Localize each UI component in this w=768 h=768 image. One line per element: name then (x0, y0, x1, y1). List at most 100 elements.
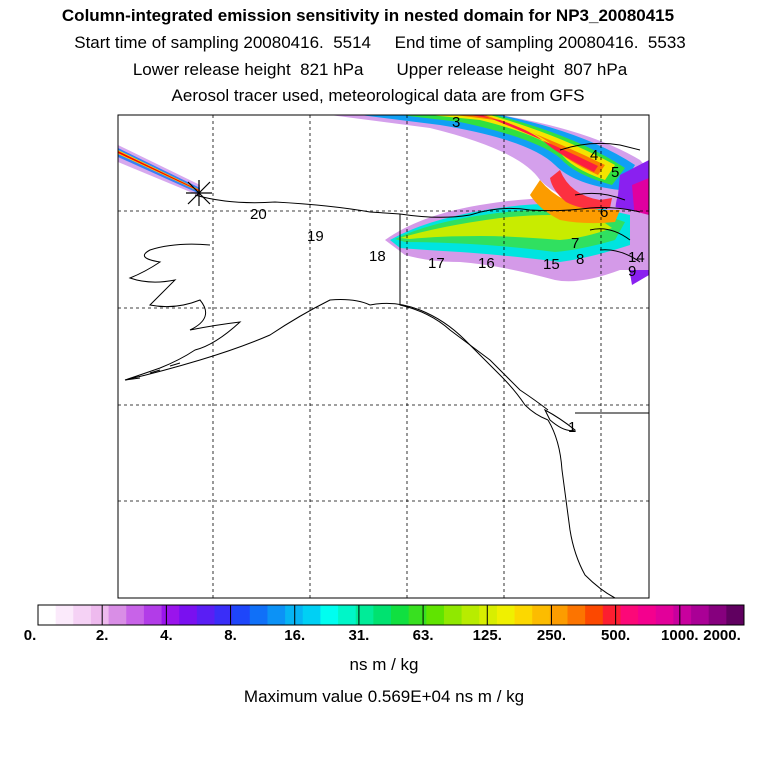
start-time-value: 20080416. 5514 (243, 33, 372, 52)
lower-height-value: 821 hPa (300, 60, 364, 79)
hour-label: 17 (428, 255, 445, 272)
color-scale-swatch (267, 605, 286, 625)
plume-band-orange (530, 180, 620, 224)
alaska-west-coast (124, 243, 371, 381)
bc-coast (547, 419, 616, 598)
release-point-star (186, 180, 212, 206)
color-scale-swatch (196, 605, 215, 625)
color-scale-swatch (549, 605, 568, 625)
vancouver-island (543, 408, 577, 431)
color-scale-tick-label: 63. (412, 627, 434, 644)
hour-label: 4 (590, 147, 598, 164)
color-scale-swatch (373, 605, 392, 625)
color-scale-swatch (355, 605, 374, 625)
upper-height-label: Upper release height (396, 60, 555, 79)
maximum-value-label: Maximum value (243, 687, 363, 706)
aleutian-chain (124, 362, 181, 381)
plume-arc-red (470, 115, 598, 172)
color-scale-tick-label: 500. (601, 627, 631, 644)
alaska-north-coast (194, 194, 471, 218)
hour-label: 7 (571, 235, 579, 252)
plume-nw-strip-red (118, 151, 200, 192)
hour-label: 16 (478, 255, 495, 272)
color-scale-swatch (408, 605, 427, 625)
hour-label: 6 (600, 204, 608, 221)
color-scale-swatch (302, 605, 321, 625)
map-title: Column-integrated emission sensitivity i… (61, 6, 675, 25)
color-scale-swatch (108, 605, 127, 625)
hour-label: 3 (452, 114, 460, 131)
color-scale-swatch (214, 605, 233, 625)
color-scale-swatch (620, 605, 639, 625)
hour-label: 1 (568, 419, 576, 436)
hour-label: 9 (628, 263, 636, 280)
color-scale-tick-label: 2000. (703, 627, 741, 644)
political-borders (399, 214, 649, 414)
color-scale-tick-label: 2. (95, 627, 109, 644)
color-scale-swatch (655, 605, 674, 625)
color-scale-swatch (179, 605, 198, 625)
canada-arctic-coast (469, 207, 641, 216)
color-scale-swatch (161, 605, 180, 625)
hour-label: 15 (543, 256, 560, 273)
color-scale-swatch (232, 605, 251, 625)
end-time-label: End time of sampling (394, 33, 554, 52)
color-scale-swatch (585, 605, 604, 625)
color-scale-swatch (532, 605, 551, 625)
end-time-value: 20080416. 5533 (558, 33, 686, 52)
color-scale-swatch (638, 605, 657, 625)
color-scale-swatch (391, 605, 410, 625)
color-scale-swatch (285, 605, 304, 625)
sampling-times: Start time of sampling 20080416. 5514 En… (0, 33, 764, 53)
color-scale-swatch (143, 605, 162, 625)
coastlines (124, 142, 641, 598)
arctic-islands (559, 142, 641, 263)
color-scale-swatch (426, 605, 445, 625)
maximum-value: Maximum value 0.569E+04 ns m / kg (0, 687, 768, 707)
color-scale-swatch (602, 605, 621, 625)
color-scale-swatch (726, 605, 745, 625)
color-scale-tick-label: 8. (224, 627, 237, 644)
color-scale-tick-label: 250. (536, 627, 567, 644)
color-scale-swatch (249, 605, 268, 625)
color-scale-swatch (55, 605, 74, 625)
color-scale-tick-label: 1000. (661, 627, 699, 644)
alaska-south-coast (369, 302, 549, 421)
color-scale-swatch (38, 605, 57, 625)
hour-label: 19 (307, 228, 324, 245)
graticule (118, 115, 649, 598)
lower-height-label: Lower release height (132, 60, 291, 79)
color-scale-swatch (567, 605, 586, 625)
hour-label: 14 (628, 249, 645, 266)
hour-label: 18 (369, 248, 386, 265)
map-frame (117, 114, 650, 599)
color-scale-swatch (90, 605, 109, 625)
hour-label: 5 (611, 164, 619, 181)
start-time-label: Start time of sampling (74, 33, 239, 52)
hour-label: 20 (250, 206, 267, 223)
color-scale-swatch (461, 605, 480, 625)
color-scale-swatch (338, 605, 357, 625)
plume-arc-blue (360, 115, 635, 190)
tracer-note: Aerosol tracer used, meteorological data… (171, 86, 585, 105)
hour-label: 8 (576, 251, 584, 268)
release-heights: Lower release height 821 hPa Upper relea… (0, 60, 764, 80)
color-scale-swatch (496, 605, 515, 625)
color-scale-swatch (708, 605, 727, 625)
color-scale-frame (37, 604, 745, 626)
trajectory-hour-labels: 1 3 4 5 6 7 8 9 14 15 16 17 18 19 20 (250, 114, 645, 436)
color-scale-tick-label: 125. (472, 627, 502, 644)
color-scale-swatch (126, 605, 145, 625)
color-scale-tick-label: 4. (160, 627, 173, 644)
color-scale-swatch (320, 605, 339, 625)
color-scale-swatch (443, 605, 462, 625)
upper-height-value: 807 hPa (563, 60, 628, 79)
color-scale-swatch (673, 605, 692, 625)
alaska-canada-border (399, 214, 549, 411)
maximum-value-number: 0.569E+04 ns m / kg (367, 687, 525, 706)
plume-band-red (550, 170, 612, 210)
plume-band-yellow (400, 215, 612, 240)
color-scale-swatch (479, 605, 498, 625)
